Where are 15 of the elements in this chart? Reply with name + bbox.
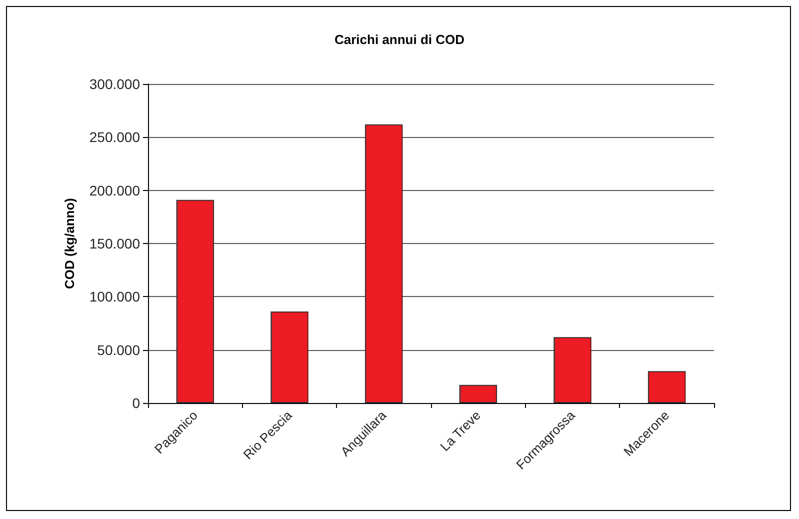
y-tick-label: 50.000	[97, 342, 140, 358]
y-axis-title: COD (kg/anno)	[62, 198, 77, 289]
bar	[459, 384, 498, 403]
bar	[364, 124, 403, 403]
y-tick-label: 250.000	[89, 129, 140, 146]
bar	[554, 337, 592, 403]
y-tick-label: 300.000	[89, 76, 140, 92]
bar	[648, 371, 686, 403]
y-tick-label: 150.000	[89, 236, 140, 252]
chart-title: Carichi annui di COD	[334, 32, 465, 47]
bar	[270, 312, 308, 403]
y-tick-label: 200.000	[89, 182, 140, 198]
y-tick-label: 0	[132, 395, 140, 411]
y-tick-label: 100.000	[89, 288, 140, 305]
bar	[176, 200, 214, 403]
